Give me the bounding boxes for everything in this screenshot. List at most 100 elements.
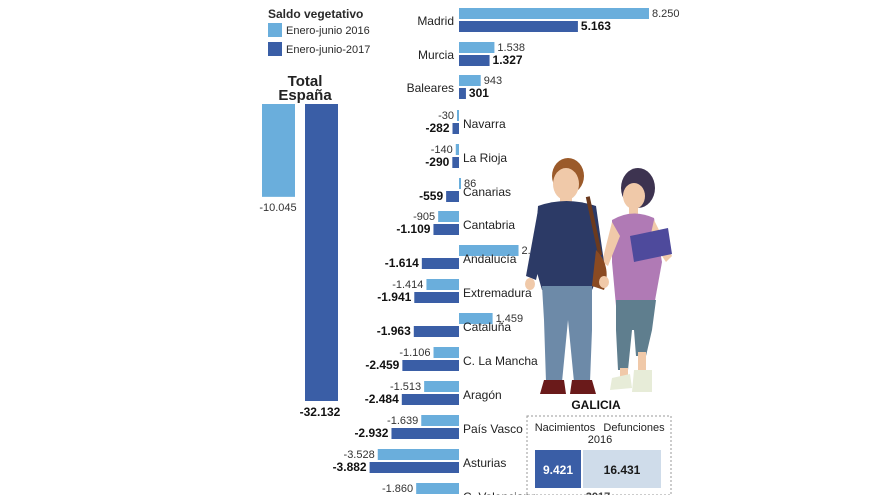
region-name-pa-s-vasco: País Vasco	[463, 422, 523, 436]
bar-2016-canarias	[459, 178, 461, 189]
galicia-year: 2016	[588, 434, 612, 446]
galicia-col-defunciones: Defunciones	[603, 422, 665, 434]
value-label-2016-arag-n: -1.513	[390, 381, 421, 393]
region-name-catalu-a: Cataluña	[463, 320, 511, 334]
region-name-navarra: Navarra	[463, 117, 506, 131]
region-name-la-rioja: La Rioja	[463, 151, 507, 165]
legend-label-2016: Enero-junio 2016	[286, 25, 370, 37]
galicia-defunciones-value: 16.431	[604, 463, 641, 477]
value-label-2017-la-rioja: -290	[425, 155, 449, 169]
bar-2017-madrid	[459, 21, 578, 32]
region-name-canarias: Canarias	[463, 185, 511, 199]
bar-2016-andaluc-a	[459, 245, 519, 256]
man-figure	[525, 158, 609, 394]
bar-2017-andaluc-a	[421, 258, 459, 269]
legend: Saldo vegetativo Enero-junio 2016 Enero-…	[268, 7, 370, 56]
galicia-nacimientos-value: 9.421	[543, 463, 573, 477]
bar-2016-extremadura	[426, 279, 459, 290]
region-name-murcia: Murcia	[418, 48, 454, 62]
legend-title: Saldo vegetativo	[268, 7, 363, 21]
bar-2016-madrid	[459, 8, 649, 19]
galicia-box	[526, 415, 672, 495]
value-label-2016-madrid: 8.250	[652, 8, 680, 20]
bar-2016-arag-n	[424, 381, 459, 392]
total-label-2017: -32.132	[300, 405, 341, 419]
people-illustration	[525, 158, 672, 394]
value-label-2017-arag-n: -2.484	[365, 392, 399, 406]
legend-swatch-2017	[268, 42, 282, 56]
bar-2017-asturias	[369, 462, 459, 473]
total-espana-group: Total España -10.045 -32.132	[259, 73, 340, 419]
value-label-2017-asturias: -3.882	[333, 460, 367, 474]
value-label-2017-navarra: -282	[425, 121, 449, 135]
value-label-2016-navarra: -30	[438, 110, 454, 122]
value-label-2017-cantabria: -1.109	[396, 222, 430, 236]
value-label-2016-c-valenciana: -1.860	[382, 483, 413, 495]
region-name-baleares: Baleares	[407, 81, 454, 95]
value-label-2016-c-la-mancha: -1.106	[399, 347, 430, 359]
value-label-2016-cantabria: -905	[413, 211, 435, 223]
region-name-cantabria: Cantabria	[463, 218, 515, 232]
bar-2016-c-la-mancha	[433, 347, 459, 358]
total-title-line2: España	[278, 87, 332, 104]
bar-2017-la-rioja	[452, 157, 459, 168]
woman-figure	[602, 168, 672, 392]
galicia-col-nacimientos: Nacimientos	[535, 422, 596, 434]
bar-2017-c-la-mancha	[402, 360, 459, 371]
bar-2016-asturias	[377, 449, 459, 460]
bar-2017-extremadura	[414, 292, 459, 303]
region-name-andaluc-a: Andalucía	[463, 252, 517, 266]
bar-2017-arag-n	[401, 394, 459, 405]
bar-2017-baleares	[459, 88, 466, 99]
value-label-2016-asturias: -3.528	[344, 449, 375, 461]
value-label-2017-extremadura: -1.941	[377, 290, 411, 304]
bar-2016-c-valenciana	[416, 483, 459, 494]
total-title-line1: Total	[288, 73, 323, 90]
bar-2016-catalu-a	[459, 313, 493, 324]
bar-2016-murcia	[459, 42, 495, 53]
total-bar-2017	[305, 104, 338, 401]
galicia-next-year: 2017	[586, 491, 610, 495]
bar-2017-murcia	[459, 55, 490, 66]
region-name-arag-n: Aragón	[463, 388, 502, 402]
galicia-nacimientos-box	[535, 450, 581, 488]
legend-swatch-2016	[268, 23, 282, 37]
galicia-defunciones-box	[583, 450, 661, 488]
galicia-panel: GALICIA Nacimientos Defunciones 2016 9.4…	[526, 398, 672, 495]
bar-2016-navarra	[457, 110, 459, 121]
value-label-2016-la-rioja: -140	[431, 144, 453, 156]
value-label-2017-catalu-a: -1.963	[377, 324, 411, 338]
bar-2016-la-rioja	[455, 144, 459, 155]
value-label-2017-murcia: 1.327	[493, 53, 523, 67]
region-name-madrid: Madrid	[417, 14, 454, 28]
region-name-extremadura: Extremadura	[463, 286, 532, 300]
value-label-2017-pa-s-vasco: -2.932	[354, 426, 388, 440]
value-label-2016-extremadura: -1.414	[392, 279, 423, 291]
total-bar-2016	[262, 104, 295, 197]
galicia-title: GALICIA	[571, 398, 621, 412]
bar-2017-catalu-a	[413, 326, 459, 337]
value-label-2016-catalu-a: 1.459	[496, 313, 524, 325]
bar-2017-cantabria	[433, 224, 459, 235]
value-label-2017-madrid: 5.163	[581, 19, 611, 33]
value-label-2016-canarias: 86	[464, 178, 476, 190]
bar-2016-pa-s-vasco	[421, 415, 459, 426]
bar-2016-baleares	[459, 75, 481, 86]
value-label-2017-canarias: -559	[419, 189, 443, 203]
bar-2017-navarra	[452, 123, 459, 134]
value-label-2017-andaluc-a: -1.614	[385, 256, 419, 270]
region-name-asturias: Asturias	[463, 456, 506, 470]
region-name-c-la-mancha: C. La Mancha	[463, 354, 538, 368]
legend-label-2017: Enero-junio-2017	[286, 44, 370, 56]
value-label-2017-c-la-mancha: -2.459	[365, 358, 399, 372]
total-label-2016: -10.045	[259, 202, 296, 214]
value-label-2016-baleares: 943	[484, 75, 502, 87]
value-label-2016-pa-s-vasco: -1.639	[387, 415, 418, 427]
bar-2017-pa-s-vasco	[391, 428, 459, 439]
bar-2016-cantabria	[438, 211, 459, 222]
value-label-2017-baleares: 301	[469, 86, 489, 100]
bar-2017-canarias	[446, 191, 459, 202]
region-name-c-valenciana: C. Valenciana	[463, 490, 537, 495]
